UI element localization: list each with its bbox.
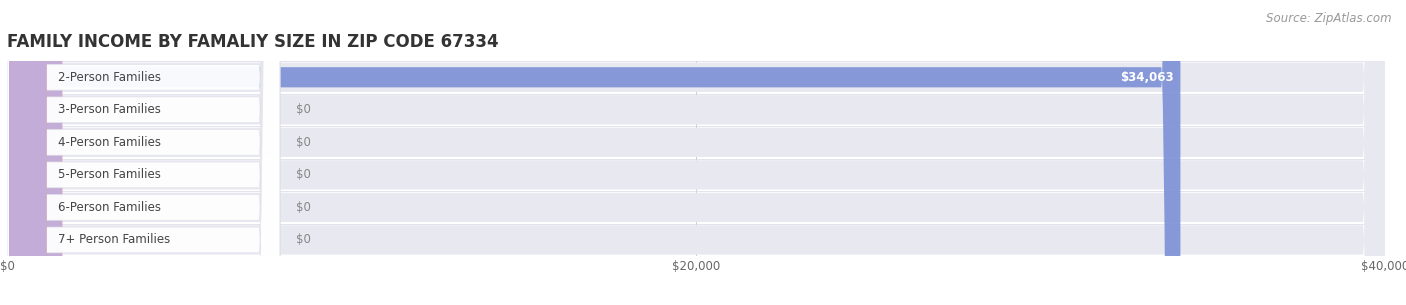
FancyBboxPatch shape	[7, 0, 280, 305]
Text: 2-Person Families: 2-Person Families	[58, 71, 162, 84]
FancyBboxPatch shape	[7, 0, 1385, 305]
Circle shape	[10, 0, 45, 305]
FancyBboxPatch shape	[7, 0, 62, 305]
FancyBboxPatch shape	[7, 0, 280, 305]
Text: $34,063: $34,063	[1121, 71, 1174, 84]
FancyBboxPatch shape	[7, 0, 280, 305]
FancyBboxPatch shape	[7, 0, 1385, 305]
Text: 4-Person Families: 4-Person Families	[58, 136, 162, 149]
Text: 6-Person Families: 6-Person Families	[58, 201, 162, 214]
Text: $0: $0	[297, 103, 311, 116]
FancyBboxPatch shape	[7, 0, 280, 305]
FancyBboxPatch shape	[7, 0, 1385, 305]
FancyBboxPatch shape	[7, 0, 1385, 305]
Text: $0: $0	[297, 168, 311, 181]
FancyBboxPatch shape	[7, 0, 1181, 305]
Circle shape	[10, 0, 45, 305]
Text: 7+ Person Families: 7+ Person Families	[58, 233, 170, 246]
FancyBboxPatch shape	[7, 0, 62, 305]
Text: FAMILY INCOME BY FAMALIY SIZE IN ZIP CODE 67334: FAMILY INCOME BY FAMALIY SIZE IN ZIP COD…	[7, 33, 499, 51]
FancyBboxPatch shape	[7, 0, 1385, 305]
Text: $0: $0	[297, 233, 311, 246]
Text: $0: $0	[297, 201, 311, 214]
Text: 5-Person Families: 5-Person Families	[58, 168, 160, 181]
Circle shape	[10, 0, 45, 305]
Circle shape	[10, 0, 45, 305]
Text: $0: $0	[297, 136, 311, 149]
FancyBboxPatch shape	[7, 0, 280, 305]
Text: 3-Person Families: 3-Person Families	[58, 103, 160, 116]
FancyBboxPatch shape	[7, 0, 1385, 305]
Text: Source: ZipAtlas.com: Source: ZipAtlas.com	[1267, 12, 1392, 25]
FancyBboxPatch shape	[7, 0, 62, 305]
FancyBboxPatch shape	[7, 0, 280, 305]
Circle shape	[10, 0, 45, 305]
FancyBboxPatch shape	[7, 0, 62, 305]
FancyBboxPatch shape	[7, 0, 62, 305]
Circle shape	[10, 0, 45, 305]
